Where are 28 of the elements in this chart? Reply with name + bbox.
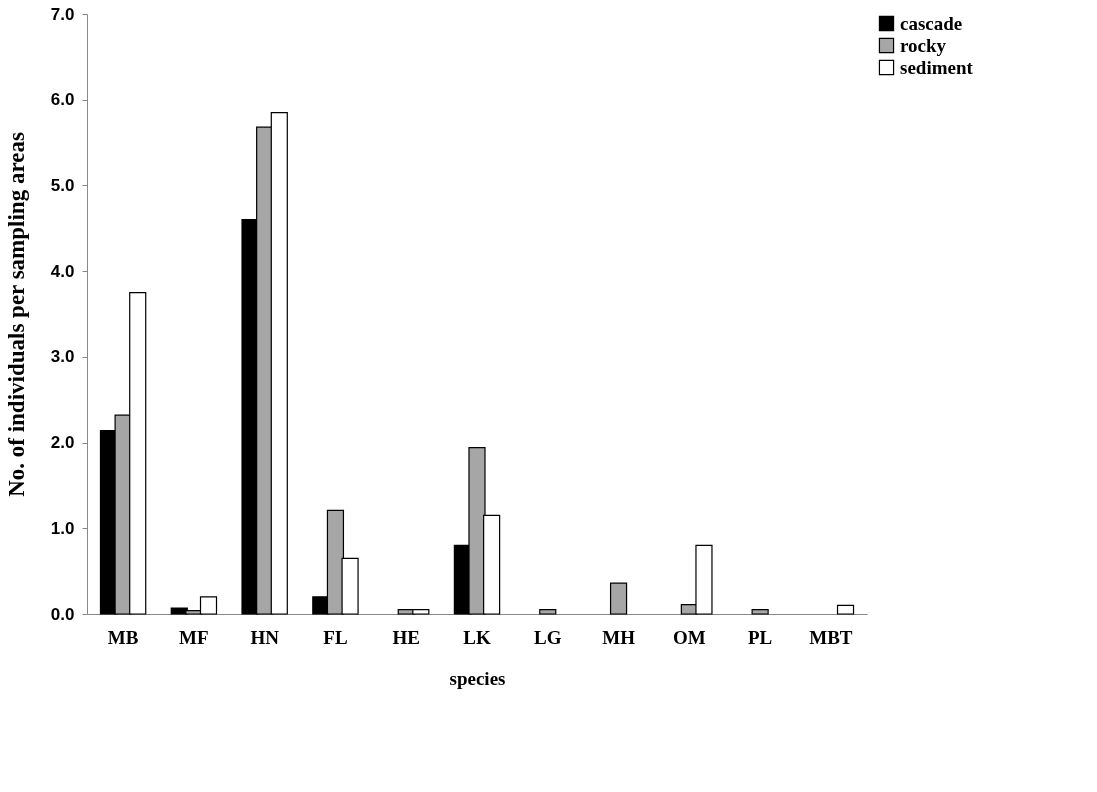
x-tick-label: MBT [809, 626, 853, 648]
x-tick-label: MF [179, 626, 209, 648]
x-tick-label: FL [323, 626, 348, 648]
y-tick-label: 6.0 [50, 90, 75, 110]
x-tick-label: HE [392, 626, 420, 648]
legend-label: sediment [900, 56, 974, 78]
bar [836, 604, 855, 615]
x-tick-label: LG [534, 626, 562, 648]
bar [609, 582, 628, 615]
y-tick-label: 3.0 [50, 347, 75, 367]
y-tick-label: 0.0 [50, 604, 75, 624]
bar [539, 609, 557, 615]
y-tick-label: 5.0 [50, 175, 75, 195]
x-tick-label: LK [463, 626, 491, 648]
x-tick-label: OM [672, 626, 706, 648]
y-axis-title: No. of individuals per sampling areas [3, 132, 29, 497]
x-axis-title: species [449, 667, 506, 689]
y-tick-label: 7.0 [50, 4, 75, 24]
legend-label: rocky [900, 34, 947, 56]
y-tick-label: 1.0 [50, 518, 75, 538]
legend-label: cascade [900, 12, 963, 34]
x-tick-label: MB [107, 626, 139, 648]
x-tick-label: MH [602, 626, 636, 648]
bar [751, 609, 769, 615]
x-tick-label: PL [747, 626, 773, 648]
x-tick-label: HN [250, 626, 280, 648]
y-tick-label: 4.0 [50, 261, 75, 281]
y-tick-label: 2.0 [50, 433, 75, 453]
